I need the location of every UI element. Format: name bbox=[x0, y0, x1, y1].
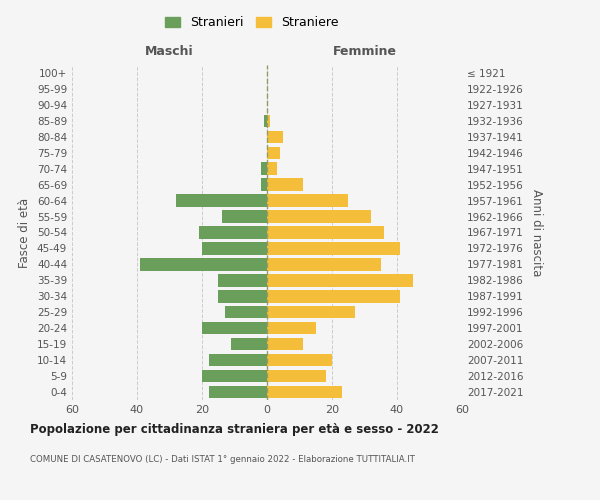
Bar bbox=[267, 322, 316, 334]
Bar bbox=[267, 306, 355, 318]
Bar bbox=[267, 146, 280, 159]
Text: Maschi: Maschi bbox=[145, 46, 194, 59]
Text: COMUNE DI CASATENOVO (LC) - Dati ISTAT 1° gennaio 2022 - Elaborazione TUTTITALIA: COMUNE DI CASATENOVO (LC) - Dati ISTAT 1… bbox=[30, 455, 415, 464]
Bar bbox=[140, 258, 267, 270]
Bar bbox=[231, 338, 267, 350]
Bar bbox=[264, 114, 267, 127]
Bar bbox=[267, 274, 413, 286]
Y-axis label: Anni di nascita: Anni di nascita bbox=[530, 189, 543, 276]
Text: Popolazione per cittadinanza straniera per età e sesso - 2022: Popolazione per cittadinanza straniera p… bbox=[30, 422, 439, 436]
Bar bbox=[267, 338, 303, 350]
Bar bbox=[260, 162, 267, 175]
Bar bbox=[218, 290, 267, 302]
Bar bbox=[267, 194, 348, 207]
Bar bbox=[267, 258, 381, 270]
Bar bbox=[267, 242, 400, 254]
Bar bbox=[221, 210, 267, 223]
Bar bbox=[267, 290, 400, 302]
Bar bbox=[218, 274, 267, 286]
Bar bbox=[176, 194, 267, 207]
Text: Femmine: Femmine bbox=[332, 46, 397, 59]
Bar bbox=[202, 322, 267, 334]
Bar bbox=[225, 306, 267, 318]
Bar bbox=[267, 354, 332, 366]
Bar bbox=[267, 226, 384, 238]
Bar bbox=[199, 226, 267, 238]
Bar bbox=[267, 178, 303, 191]
Bar bbox=[267, 162, 277, 175]
Bar bbox=[267, 210, 371, 223]
Bar bbox=[267, 114, 270, 127]
Bar bbox=[202, 370, 267, 382]
Bar bbox=[209, 354, 267, 366]
Bar bbox=[267, 370, 325, 382]
Legend: Stranieri, Straniere: Stranieri, Straniere bbox=[160, 11, 344, 34]
Y-axis label: Fasce di età: Fasce di età bbox=[19, 198, 31, 268]
Bar bbox=[260, 178, 267, 191]
Bar bbox=[202, 242, 267, 254]
Bar bbox=[267, 130, 283, 143]
Bar bbox=[209, 386, 267, 398]
Bar bbox=[267, 386, 342, 398]
